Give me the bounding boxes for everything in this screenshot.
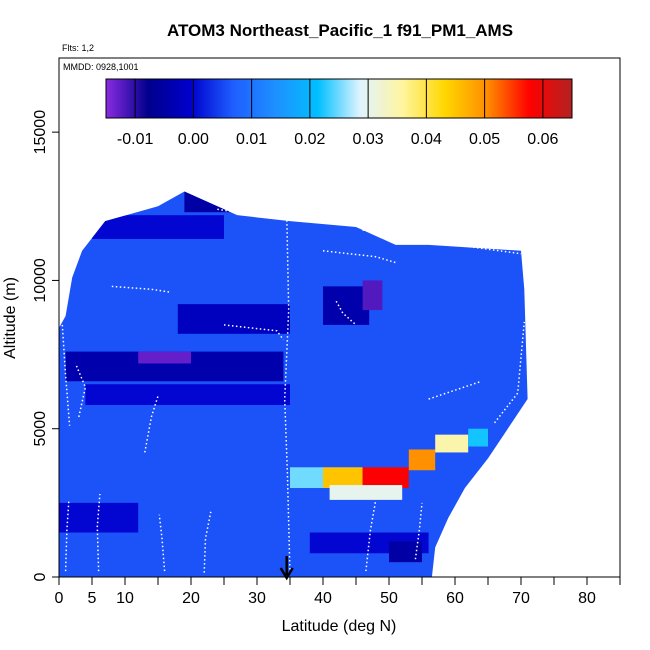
colorbar-tick-label: 0.01	[236, 131, 267, 148]
y-tick-label: 15000	[32, 110, 49, 155]
flight-track	[64, 499, 70, 572]
x-tick-label: 70	[512, 590, 530, 607]
x-tick-label: 40	[314, 590, 332, 607]
flight-track	[428, 380, 482, 400]
heatmap-cell	[362, 280, 383, 311]
flight-track	[223, 324, 285, 341]
heatmap-cell	[184, 191, 231, 213]
flight-track	[217, 208, 271, 219]
colorbar: -0.01 0.00 0.01 0.02 0.03 0.04 0.05 0.06	[105, 78, 573, 148]
colorbar-tick-label: 0.04	[411, 131, 442, 148]
mmdd-label: MMDD: 0928,1001	[63, 62, 139, 72]
heatmap-cell	[435, 434, 469, 453]
flight-track	[322, 250, 396, 264]
heatmap-layer	[59, 191, 528, 577]
y-axis: 0 5000 10000 15000	[32, 110, 59, 581]
colorbar-rect	[105, 78, 573, 119]
colorbar-tick-label: 0.03	[353, 131, 384, 148]
flight-track	[111, 285, 172, 294]
heatmap-cell	[468, 428, 488, 447]
colorbar-tick-label: -0.01	[117, 131, 154, 148]
marker-head	[279, 567, 294, 581]
heatmap-cell	[290, 467, 323, 489]
x-tick-label: 0	[55, 590, 64, 607]
flight-track	[283, 212, 291, 575]
y-tick-label: 5000	[32, 411, 49, 447]
colorbar-tick-label: 0.00	[178, 131, 209, 148]
heatmap-domain	[59, 191, 528, 577]
chart-title: ATOM3 Northeast_Pacific_1 f91_PM1_AMS	[167, 21, 513, 40]
flight-track	[335, 300, 357, 326]
y-tick-label: 0	[32, 572, 49, 581]
x-tick-label: 20	[182, 590, 200, 607]
x-tick-label: 50	[380, 590, 398, 607]
heatmap-cell	[389, 541, 422, 563]
heatmap-cell	[59, 502, 139, 533]
flight-tracks-layer	[61, 208, 526, 575]
flight-track	[494, 321, 526, 424]
x-tick-label: 80	[578, 590, 596, 607]
colorbar-ticks: -0.01 0.00 0.01 0.02 0.03 0.04 0.05 0.06	[117, 79, 559, 148]
x-tick-label: 10	[116, 590, 134, 607]
heatmap-cell	[408, 449, 436, 471]
x-tick-label: 5	[88, 590, 97, 607]
heatmap-cell	[85, 384, 291, 405]
colorbar-tick-label: 0.06	[527, 131, 558, 148]
flight-track	[61, 324, 71, 426]
heatmap-cell	[177, 304, 290, 334]
heatmap-cell	[323, 286, 370, 325]
y-axis-label: Altitude (m)	[2, 277, 19, 359]
heatmap-cell	[138, 351, 191, 364]
flight-track	[203, 511, 212, 573]
x-axis-label: Latitude (deg N)	[282, 618, 397, 635]
flights-label: Flts: 1,2	[62, 43, 94, 53]
heatmap-cell	[362, 467, 409, 489]
flight-track	[158, 514, 166, 572]
plot-frame	[58, 57, 621, 578]
x-tick-label: 30	[248, 590, 266, 607]
heatmap-cell	[323, 467, 363, 489]
x-axis: 0 5 10 20 30 40 50 60 70 80	[55, 577, 621, 607]
colorbar-tick-label: 0.05	[469, 131, 500, 148]
heatmap-cell	[329, 485, 403, 500]
y-tick-label: 10000	[32, 258, 49, 303]
flight-track	[144, 395, 159, 453]
latitude-marker-arrow	[279, 556, 294, 581]
flight-track	[96, 493, 101, 572]
x-tick-label: 60	[446, 590, 464, 607]
colorbar-tick-label: 0.02	[294, 131, 325, 148]
heatmap-cell	[92, 215, 224, 239]
flight-track	[362, 229, 522, 255]
